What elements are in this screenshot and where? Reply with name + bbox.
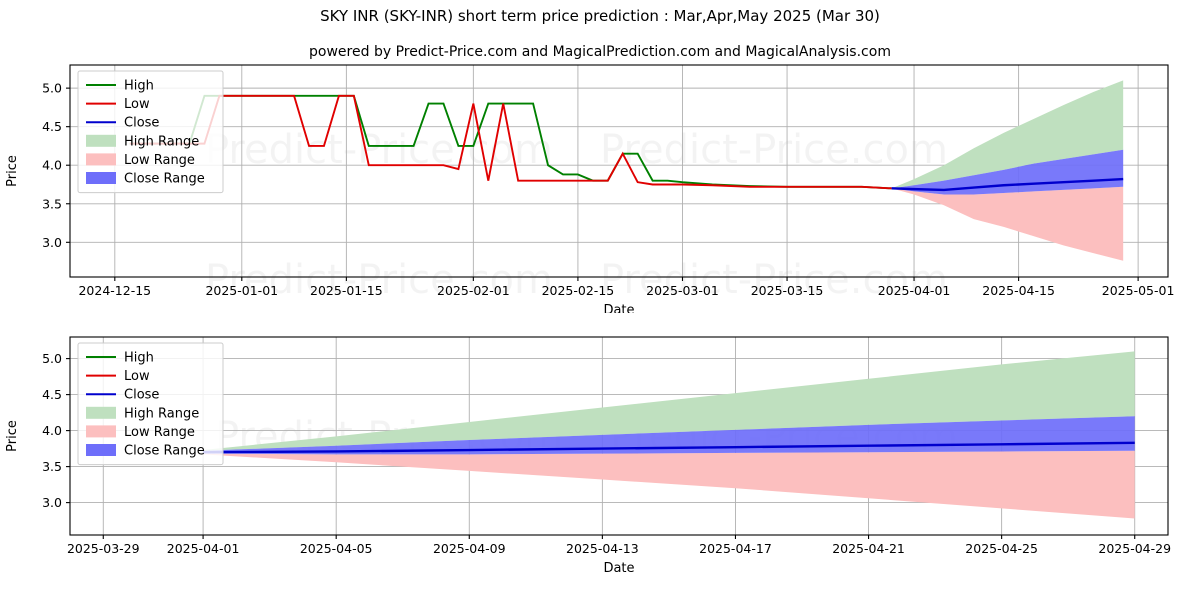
y-tick-label: 3.0	[42, 495, 62, 510]
legend-item-label: Close	[124, 388, 159, 403]
y-tick-label: 5.0	[42, 81, 62, 96]
legend-patch-swatch	[86, 406, 116, 419]
x-tick-label: 2025-04-13	[566, 541, 639, 556]
legend-item-label: Close Range	[124, 444, 205, 459]
legend-patch-swatch	[86, 444, 116, 456]
close-series-line	[891, 177, 1124, 192]
x-tick-label: 2025-01-01	[205, 283, 278, 298]
close-range-band	[891, 149, 1124, 195]
plot-area	[129, 80, 1124, 261]
chart-legend: High Low Close High Range Low Range Close Ran…	[77, 70, 224, 194]
legend-item-label: Low	[124, 97, 150, 112]
legend-patch-swatch	[86, 425, 116, 438]
legend-item-label: High	[124, 79, 154, 94]
x-tick-label: 2025-02-15	[542, 283, 615, 298]
x-tick-label: 2025-04-09	[433, 541, 506, 556]
x-axis-label: Date	[603, 303, 634, 313]
overview-chart: Predict-Price.com Predict-Price.com Predic…	[5, 64, 1175, 313]
x-tick-label: 2025-04-25	[965, 541, 1038, 556]
x-axis-label: Date	[603, 561, 634, 576]
legend-item-label: Low Range	[124, 153, 195, 168]
x-tick-label: 2025-04-21	[832, 541, 905, 556]
x-tick-label: 2025-04-01	[167, 541, 240, 556]
forecast-zoom-chart: Predict-Price.comPredict-Price.com3.03.5…	[5, 336, 1171, 576]
x-tick-label: 2025-01-15	[310, 283, 383, 298]
legend-item-label: High	[124, 351, 154, 366]
y-tick-label: 4.5	[42, 119, 62, 134]
close-series-line	[203, 441, 1135, 454]
plot-area	[203, 351, 1135, 519]
legend-patch-swatch	[86, 172, 116, 184]
low-range-band	[203, 450, 1135, 519]
low-range-band	[891, 186, 1124, 261]
y-tick-label: 3.0	[42, 235, 62, 250]
watermark-text: Predict-Price.com	[205, 257, 553, 303]
plot-frame	[69, 336, 1169, 536]
y-tick-label: 3.5	[42, 459, 62, 474]
legend-patch-swatch	[86, 153, 116, 166]
x-tick-label: 2025-02-01	[437, 283, 510, 298]
x-tick-label: 2025-04-05	[300, 541, 373, 556]
page-subtitle: powered by Predict-Price.com and Magical…	[309, 44, 891, 60]
x-tick-label: 2025-04-01	[878, 283, 951, 298]
y-tick-label: 5.0	[42, 351, 62, 366]
page-title: SKY INR (SKY-INR) short term price predi…	[320, 7, 880, 25]
legend-item-label: High Range	[124, 134, 199, 149]
legend-item-label: High Range	[124, 406, 199, 421]
x-tick-label: 2025-04-17	[699, 541, 772, 556]
legend-item-label: Close Range	[124, 172, 205, 187]
legend-patch-swatch	[86, 134, 116, 147]
x-tick-label: 2025-04-29	[1098, 541, 1171, 556]
x-tick-label: 2025-03-15	[751, 283, 824, 298]
x-tick-label: 2025-03-01	[646, 283, 719, 298]
watermark-text: Predict-Price.com	[600, 257, 948, 303]
legend-item-label: Low Range	[124, 425, 195, 440]
watermark-text: Predict-Price.com	[600, 127, 948, 173]
y-axis-label: Price	[5, 155, 20, 187]
y-axis-label: Price	[5, 420, 20, 452]
y-tick-label: 4.0	[42, 423, 62, 438]
legend-item-label: Low	[124, 369, 150, 384]
x-tick-label: 2025-04-15	[982, 283, 1055, 298]
x-tick-label: 2025-05-01	[1102, 283, 1175, 298]
high-range-band	[891, 80, 1124, 189]
y-tick-label: 4.0	[42, 158, 62, 173]
x-tick-label: 2025-03-29	[67, 541, 140, 556]
plot-frame	[69, 64, 1169, 278]
chart-legend: High Low Close High Range Low Range Close Ran…	[77, 342, 224, 466]
y-tick-label: 4.5	[42, 387, 62, 402]
y-tick-label: 3.5	[42, 196, 62, 211]
low-series-line	[129, 94, 892, 190]
x-tick-label: 2024-12-15	[78, 283, 151, 298]
legend-item-label: Close	[124, 116, 159, 131]
high-range-band	[203, 351, 1135, 451]
